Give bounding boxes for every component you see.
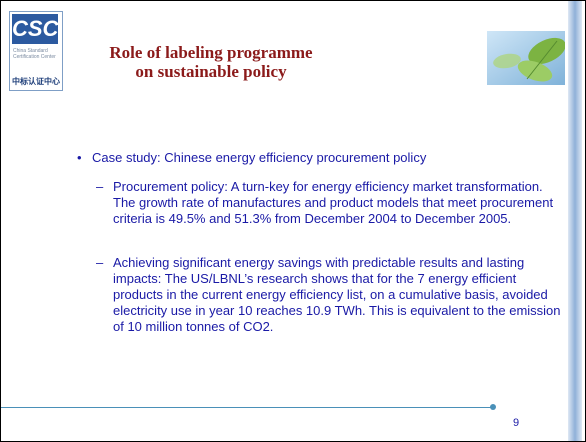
logo: CSC China Standard Certification Center … (9, 11, 63, 91)
sub-bullet-text: Procurement policy: A turn-key for energ… (113, 179, 563, 227)
footer-line (1, 407, 493, 408)
footer-dot (490, 404, 496, 410)
logo-text: CSC (12, 14, 58, 44)
title-line: on sustainable policy (101, 62, 321, 81)
title-line: Role of labeling programme (101, 43, 321, 62)
sub-bullet-text: Achieving significant energy savings wit… (113, 255, 563, 335)
bullet-mark: • (77, 150, 82, 166)
leaves-image (487, 31, 565, 85)
slide: CSC China Standard Certification Center … (0, 0, 586, 442)
sub-bullet-mark: – (96, 179, 103, 195)
logo-chinese: 中标认证中心 (12, 76, 60, 87)
title: Role of labeling programme on sustainabl… (101, 43, 321, 81)
side-bar (568, 1, 582, 441)
sub-bullet-mark: – (96, 255, 103, 271)
logo-subtitle: China Standard Certification Center (13, 48, 59, 60)
bullet-text: Case study: Chinese energy efficiency pr… (92, 150, 562, 166)
page-number: 9 (513, 417, 533, 429)
